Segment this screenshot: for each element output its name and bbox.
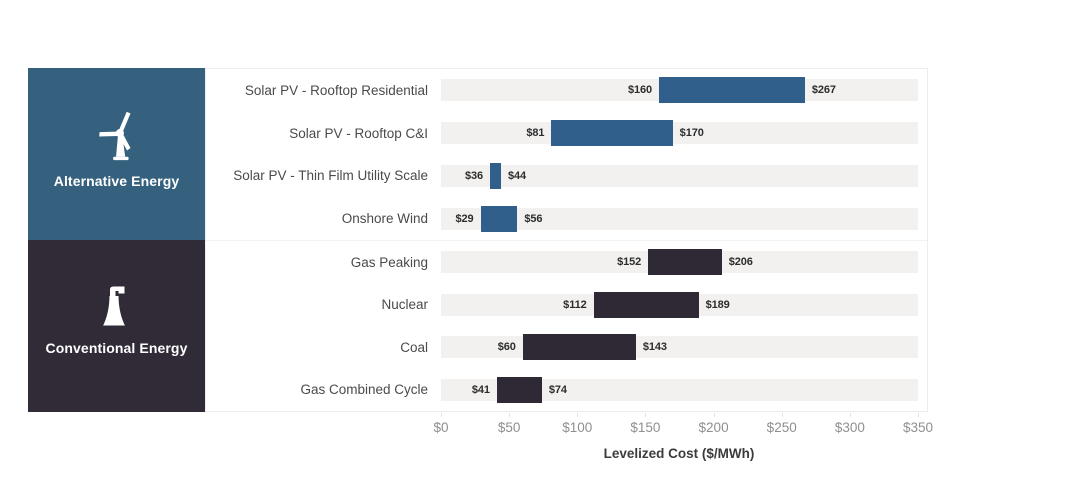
group-rows-conventional-energy: Gas Peaking $152 $206 Nuclear $112 $189 Coal $6…	[206, 240, 927, 411]
chart-row: Gas Peaking $152 $206	[206, 241, 927, 284]
value-min-label: $29	[455, 212, 474, 225]
bar-track	[441, 207, 918, 230]
bar-track-area: $41 $74	[441, 369, 918, 412]
chart-row: Solar PV - Rooftop Residential $160 $267	[206, 69, 927, 112]
axis-tick-label: $0	[433, 420, 449, 435]
axis-tick	[849, 413, 851, 417]
value-min-label: $41	[471, 383, 490, 396]
x-axis: $0 $50 $100 $150 $200 $250 $300 $350 Levelized …	[206, 413, 933, 478]
bar-track-area: $112 $189	[441, 284, 918, 327]
group-badge-alternative-energy: Alternative Energy	[28, 68, 205, 240]
chart-row: Solar PV - Thin Film Utility Scale $36 $44	[206, 155, 927, 198]
value-min-label: $81	[526, 127, 545, 140]
value-min-label: $36	[465, 169, 484, 182]
group-badge-conventional-energy: Conventional Energy	[28, 240, 205, 412]
axis-tick	[713, 413, 715, 417]
category-label: Solar PV - Rooftop C&I	[289, 125, 428, 141]
axis-tick-label: $200	[698, 420, 729, 435]
group-label: Conventional Energy	[45, 339, 188, 356]
chart-row: Gas Combined Cycle $41 $74	[206, 369, 927, 412]
axis-tick	[441, 413, 442, 417]
axis-tick	[577, 413, 579, 417]
axis-tick-label: $150	[630, 420, 661, 435]
axis-tick-label: $50	[497, 420, 521, 435]
range-bar	[551, 120, 673, 147]
range-bar	[593, 291, 699, 318]
category-label: Gas Combined Cycle	[300, 382, 428, 398]
value-min-label: $60	[497, 341, 516, 354]
category-label: Nuclear	[381, 297, 428, 313]
category-label: Coal	[400, 339, 428, 355]
axis-tick-label: $250	[766, 420, 797, 435]
value-max-label: $170	[679, 127, 704, 140]
range-bar	[648, 249, 722, 276]
category-label: Onshore Wind	[341, 211, 428, 227]
value-min-label: $112	[563, 298, 587, 311]
wind-turbine-icon	[90, 108, 144, 164]
bar-track	[441, 164, 918, 187]
axis-tick-label: $300	[834, 420, 865, 435]
chart-row: Solar PV - Rooftop C&I $81 $170	[206, 112, 927, 155]
axis-tick-label: $100	[562, 420, 593, 435]
value-max-label: $74	[548, 383, 567, 396]
range-bar	[496, 376, 542, 403]
plot-panel: Solar PV - Rooftop Residential $160 $267 So…	[205, 68, 928, 412]
bar-track-area: $29 $56	[441, 197, 918, 240]
bar-track-area: $160 $267	[441, 69, 918, 112]
axis-tick	[509, 413, 511, 417]
range-bar	[480, 205, 518, 232]
value-max-label: $44	[507, 169, 527, 182]
power-plant-icon	[93, 285, 141, 331]
range-bar	[490, 162, 501, 189]
bar-track	[441, 378, 918, 401]
value-max-label: $267	[811, 84, 836, 97]
group-rows-alternative-energy: Solar PV - Rooftop Residential $160 $267 So…	[206, 69, 927, 240]
value-min-label: $152	[617, 256, 642, 269]
value-max-label: $143	[642, 341, 667, 354]
chart-row: Coal $60 $143	[206, 326, 927, 369]
chart-row: Onshore Wind $29 $56	[206, 197, 927, 240]
axis-tick	[781, 413, 783, 417]
chart-container: Alternative Energy Conventional Energy S…	[28, 68, 928, 412]
value-max-label: $189	[705, 298, 730, 311]
category-sidebar: Alternative Energy Conventional Energy	[28, 68, 205, 412]
category-label: Solar PV - Thin Film Utility Scale	[233, 168, 428, 184]
axis-tick-label: $350	[902, 420, 934, 435]
bar-track-area: $60 $143	[441, 326, 918, 369]
chart-row: Nuclear $112 $189	[206, 284, 927, 327]
range-bar	[659, 77, 805, 104]
bar-track-area: $81 $170	[441, 112, 918, 155]
bar-track-area: $152 $206	[441, 241, 918, 284]
category-label: Gas Peaking	[350, 254, 428, 270]
value-max-label: $206	[728, 256, 753, 269]
x-axis-title: Levelized Cost ($/MWh)	[603, 446, 755, 461]
axis-tick	[645, 413, 647, 417]
group-label: Alternative Energy	[53, 172, 180, 189]
value-max-label: $56	[524, 212, 543, 225]
range-bar	[522, 334, 636, 361]
axis-tick	[918, 413, 919, 417]
bar-track-area: $36 $44	[441, 155, 918, 198]
category-label: Solar PV - Rooftop Residential	[244, 82, 428, 98]
value-min-label: $160	[627, 84, 653, 97]
